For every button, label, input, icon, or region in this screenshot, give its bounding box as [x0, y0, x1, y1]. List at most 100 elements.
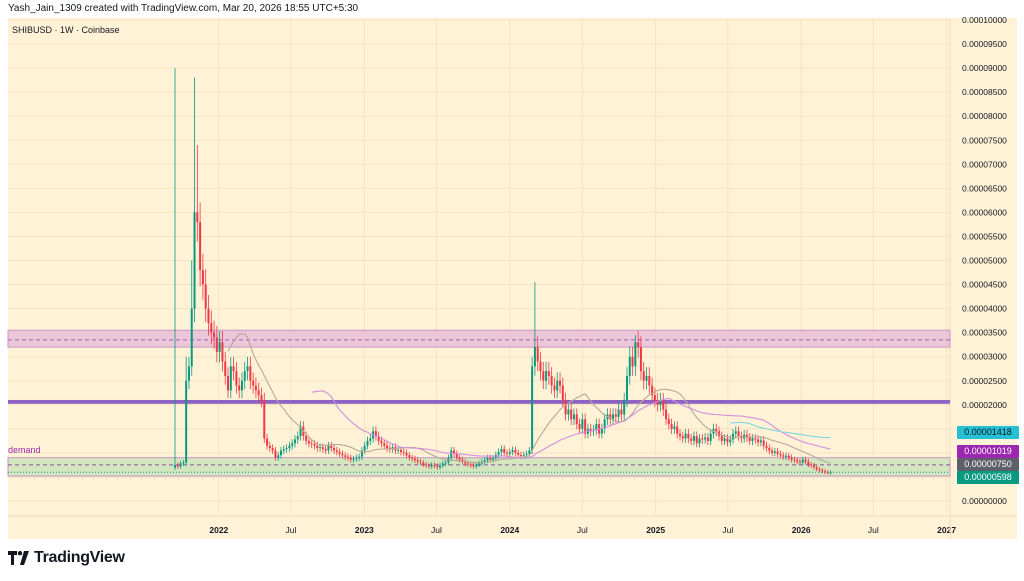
candle-body: [199, 222, 202, 271]
candle-body: [519, 454, 522, 456]
candle-body: [458, 457, 461, 460]
candle-body: [612, 414, 615, 420]
candle-body: [310, 443, 313, 445]
candle-body: [232, 366, 235, 372]
candle-body: [734, 431, 737, 434]
candle-body: [550, 375, 553, 386]
candle-body: [330, 445, 333, 449]
candle-body: [531, 366, 534, 451]
tradingview-logo-icon: [8, 551, 29, 565]
candle-body: [221, 342, 224, 362]
candle-body: [338, 451, 341, 454]
candle-body: [785, 455, 788, 457]
candle-body: [319, 447, 322, 449]
price-badge: 0.00001418: [957, 426, 1019, 439]
candle-body: [360, 450, 363, 457]
demand-zone-label: demand: [8, 445, 41, 455]
candle-body: [461, 459, 464, 462]
candle-body: [662, 399, 665, 410]
candle-body: [743, 434, 746, 439]
key-level-band: [8, 399, 950, 404]
candle-body: [790, 457, 793, 460]
candle-body: [254, 385, 257, 391]
candle-body: [737, 431, 740, 437]
candle-body: [246, 366, 249, 372]
candle-body: [327, 445, 330, 451]
candle-body: [411, 457, 414, 459]
candle-body: [690, 438, 693, 441]
candle-body: [472, 465, 475, 467]
candle-body: [678, 433, 681, 437]
candle-body: [399, 450, 402, 452]
candle-body: [589, 428, 592, 432]
brand-name: TradingView: [34, 549, 125, 566]
candle-body: [218, 342, 221, 352]
candle-body: [670, 424, 673, 429]
candle-body: [492, 458, 495, 460]
candle-body: [464, 461, 467, 464]
candle-body: [274, 450, 277, 458]
candle-body: [732, 433, 734, 440]
candle-body: [631, 356, 634, 367]
price-badge: 0.00000598: [957, 471, 1019, 484]
candle-body: [444, 462, 447, 464]
candle-body: [263, 399, 266, 439]
y-tick-label: 0.00003000: [962, 352, 1007, 362]
y-tick-label: 0.00007000: [962, 159, 1007, 169]
candle-body: [676, 426, 679, 434]
candle-body: [648, 375, 651, 386]
candle-body: [556, 380, 559, 391]
y-tick-label: 0.00000000: [962, 496, 1007, 506]
candle-body: [321, 447, 324, 450]
candle-body: [196, 212, 199, 223]
candle-body: [522, 454, 525, 456]
candle-body: [213, 332, 216, 338]
candle-body: [475, 464, 478, 467]
candle-body: [751, 438, 754, 441]
candle-body: [768, 448, 771, 451]
candle-body: [706, 437, 709, 441]
candle-body: [224, 361, 227, 376]
candle-body: [651, 385, 654, 396]
candle-body: [748, 437, 751, 441]
candle-body: [402, 451, 405, 453]
candle-body: [397, 450, 400, 451]
candle-body: [238, 385, 241, 391]
y-tick-label: 0.00002000: [962, 400, 1007, 410]
y-tick-label: 0.00005000: [962, 256, 1007, 266]
y-tick-label: 0.00009500: [962, 39, 1007, 49]
candle-body: [427, 465, 430, 467]
candle-body: [190, 308, 193, 367]
candle-body: [673, 426, 676, 429]
candle-body: [176, 464, 179, 467]
candle-body: [425, 464, 428, 466]
candle-body: [754, 438, 757, 440]
candle-body: [810, 464, 813, 466]
candle-body: [578, 424, 581, 429]
candle-body: [584, 419, 587, 434]
candle-body: [729, 439, 732, 443]
candle-body: [441, 463, 444, 466]
candle-body: [257, 390, 260, 396]
candle-body: [422, 462, 425, 465]
y-tick-label: 0.00004000: [962, 304, 1007, 314]
candle-body: [726, 438, 729, 443]
candle-body: [344, 455, 347, 457]
candle-body: [268, 445, 271, 449]
candle-body: [419, 461, 422, 463]
candle-body: [511, 450, 514, 452]
candle-body: [185, 380, 188, 463]
candle-body: [288, 445, 291, 449]
candle-body: [826, 472, 829, 473]
candle-body: [776, 451, 779, 454]
x-tick-label: 2026: [792, 525, 811, 535]
x-tick-label: Jul: [868, 525, 879, 535]
sma-50-line: [311, 390, 831, 459]
candle-body: [497, 451, 500, 455]
candle-body: [324, 449, 327, 451]
x-tick-label: Jul: [286, 525, 297, 535]
candle-body: [333, 448, 336, 451]
y-tick-label: 0.00009000: [962, 63, 1007, 73]
candle-body: [243, 371, 246, 381]
